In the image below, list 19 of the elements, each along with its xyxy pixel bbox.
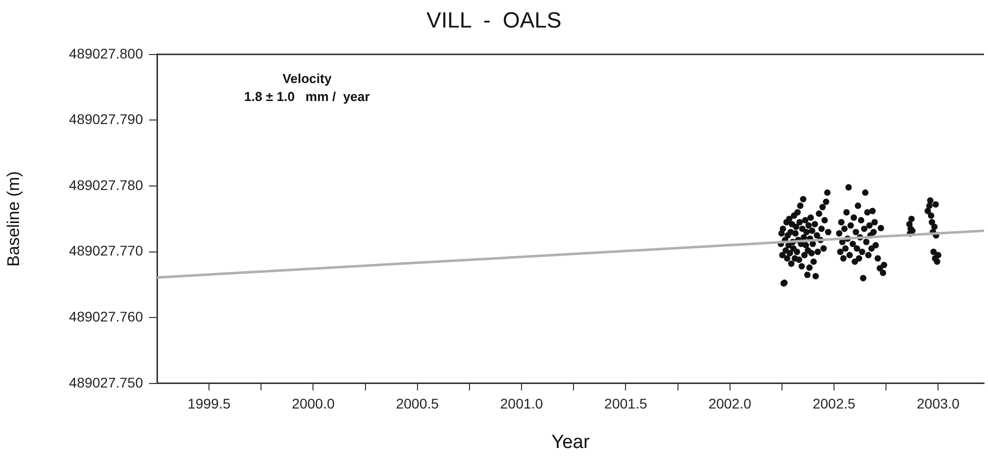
x-tick-label: 2000.0 — [292, 396, 335, 412]
x-tick-label: 2000.5 — [396, 396, 440, 412]
y-tick-label: 489027.800 — [69, 45, 144, 62]
x-tick-label: 1999.5 — [188, 396, 231, 412]
x-tick-label: 2001.5 — [604, 396, 648, 412]
x-axis-title: Year — [551, 432, 590, 453]
annotation: Velocity — [282, 70, 332, 86]
y-axis-title: Baseline (m) — [4, 171, 23, 267]
annotation: 1.8 ± 1.0 mm / year — [244, 88, 370, 104]
x-tick-label: 2001.0 — [500, 396, 544, 412]
y-tick-label: 489027.780 — [69, 176, 144, 193]
x-tick-label: 2002.0 — [708, 396, 752, 412]
chart-title: VILL - OALS — [426, 7, 562, 32]
y-tick-label: 489027.770 — [69, 242, 144, 259]
x-tick-label: 2003.0 — [916, 396, 960, 412]
x-tick-label: 2002.5 — [812, 396, 856, 412]
y-tick-label: 489027.790 — [69, 111, 144, 128]
y-tick-label: 489027.750 — [69, 374, 144, 390]
y-tick-label: 489027.760 — [69, 308, 144, 324]
